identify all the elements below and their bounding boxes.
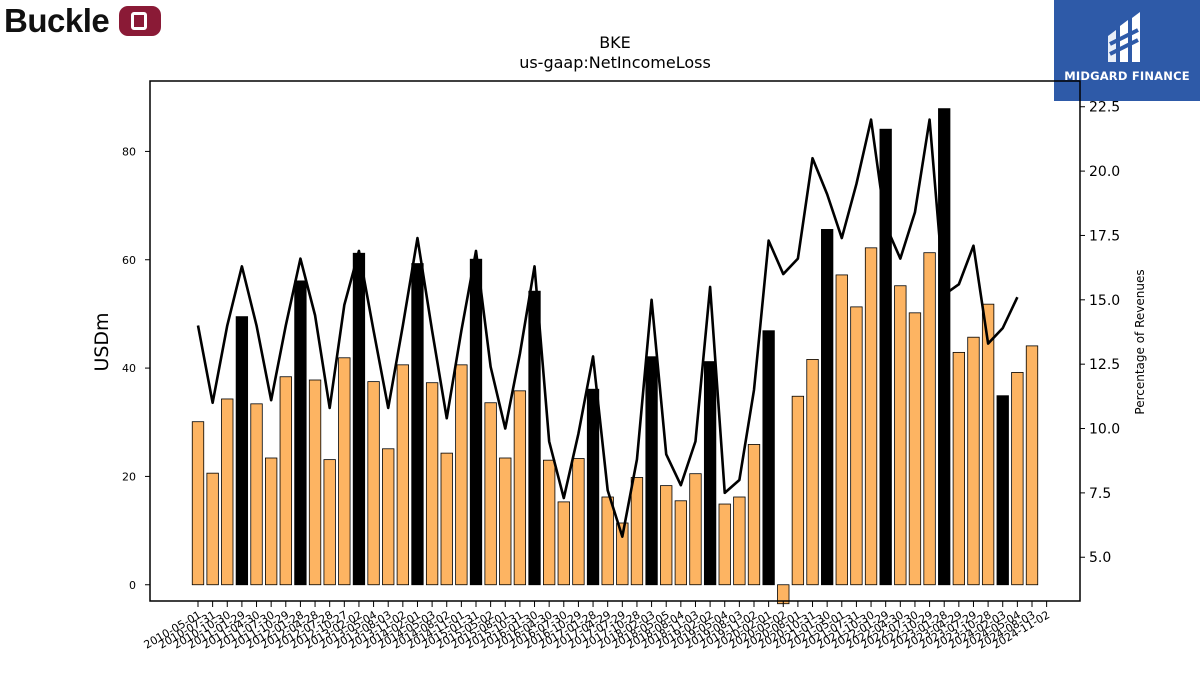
bar bbox=[411, 263, 424, 586]
bar bbox=[864, 247, 878, 586]
bar bbox=[294, 280, 307, 586]
bar bbox=[908, 312, 922, 586]
bar bbox=[630, 477, 644, 586]
midgard-logo-icon bbox=[1108, 12, 1140, 62]
bar bbox=[689, 473, 702, 586]
plot-frame bbox=[149, 80, 1081, 602]
bar bbox=[425, 382, 439, 586]
bar bbox=[586, 388, 600, 586]
bar bbox=[396, 364, 409, 586]
bar bbox=[279, 376, 292, 586]
y-tick-label: 80 bbox=[122, 145, 136, 158]
bar bbox=[674, 500, 687, 586]
bar bbox=[981, 303, 995, 586]
y2-tick-label: 5.0 bbox=[1089, 550, 1111, 566]
bar-series bbox=[191, 108, 1039, 605]
y-axis-left: 0 20 40 60 80 bbox=[122, 145, 150, 592]
y2-tick-label: 15.0 bbox=[1089, 293, 1120, 309]
bar bbox=[513, 390, 527, 586]
x-axis: 2010-05-012010-07-312010-10-302011-01-29… bbox=[142, 601, 1052, 652]
badge-text: MIDGARD FINANCE bbox=[1064, 69, 1190, 83]
bar bbox=[967, 336, 980, 586]
bar bbox=[572, 458, 585, 586]
bar bbox=[762, 330, 775, 586]
bar bbox=[455, 364, 468, 586]
bar bbox=[338, 357, 351, 586]
y2-tick-label: 22.5 bbox=[1089, 100, 1120, 116]
bar bbox=[1011, 372, 1024, 586]
bar bbox=[879, 128, 892, 586]
bar bbox=[206, 472, 219, 586]
bar bbox=[323, 459, 336, 586]
bar bbox=[250, 403, 263, 586]
y2-axis-label: Percentage of Revenues bbox=[1133, 269, 1147, 414]
bar bbox=[1025, 345, 1039, 586]
bar bbox=[703, 361, 717, 586]
bar bbox=[440, 452, 453, 586]
bar bbox=[894, 285, 907, 586]
y2-tick-label: 10.0 bbox=[1089, 422, 1120, 438]
bar bbox=[733, 496, 746, 586]
brand-name: Buckle bbox=[4, 2, 110, 39]
y2-tick-label: 17.5 bbox=[1089, 228, 1120, 244]
chart-subtitle: us-gaap:NetIncomeLoss bbox=[519, 53, 711, 72]
y-tick-label: 0 bbox=[129, 579, 136, 592]
bar bbox=[806, 359, 819, 586]
brand-mark-icon bbox=[119, 6, 162, 36]
chart-title: BKE bbox=[599, 33, 631, 52]
bar bbox=[660, 485, 673, 586]
bar bbox=[469, 258, 483, 586]
bar bbox=[791, 395, 805, 586]
bar bbox=[938, 108, 951, 586]
company-logo: Buckle bbox=[4, 2, 162, 40]
bar bbox=[352, 252, 366, 586]
bar bbox=[601, 496, 614, 586]
bar bbox=[850, 306, 863, 586]
line-series bbox=[196, 118, 1019, 538]
line-percentage bbox=[196, 118, 1019, 538]
bar bbox=[952, 351, 965, 586]
bar bbox=[235, 316, 249, 586]
bar bbox=[367, 381, 380, 586]
bar bbox=[484, 402, 497, 586]
y2-tick-label: 7.5 bbox=[1089, 486, 1111, 502]
bar bbox=[382, 448, 395, 586]
y-tick-label: 20 bbox=[122, 470, 136, 483]
bar bbox=[616, 522, 629, 586]
bar bbox=[557, 501, 570, 586]
y2-tick-label: 20.0 bbox=[1089, 164, 1120, 180]
bar bbox=[543, 459, 556, 586]
y2-tick-label: 12.5 bbox=[1089, 357, 1120, 373]
bar bbox=[835, 274, 848, 586]
bar bbox=[996, 395, 1009, 586]
bar bbox=[821, 229, 834, 586]
bar bbox=[528, 290, 541, 586]
bar bbox=[718, 503, 731, 586]
bar bbox=[645, 356, 658, 586]
y-tick-label: 40 bbox=[122, 362, 136, 375]
bar bbox=[747, 444, 761, 586]
y-tick-label: 60 bbox=[122, 254, 136, 267]
bar bbox=[191, 421, 205, 586]
midgard-finance-badge: MIDGARD FINANCE bbox=[1054, 0, 1200, 101]
y-axis-label: USDm bbox=[91, 312, 113, 371]
y-axis-right: 5.0 7.5 10.0 12.5 15.0 17.5 20.0 22.5 bbox=[1080, 100, 1120, 566]
bar bbox=[923, 252, 936, 586]
bar bbox=[221, 398, 234, 586]
bar bbox=[308, 379, 322, 586]
bar bbox=[499, 457, 512, 586]
bar bbox=[265, 457, 278, 586]
